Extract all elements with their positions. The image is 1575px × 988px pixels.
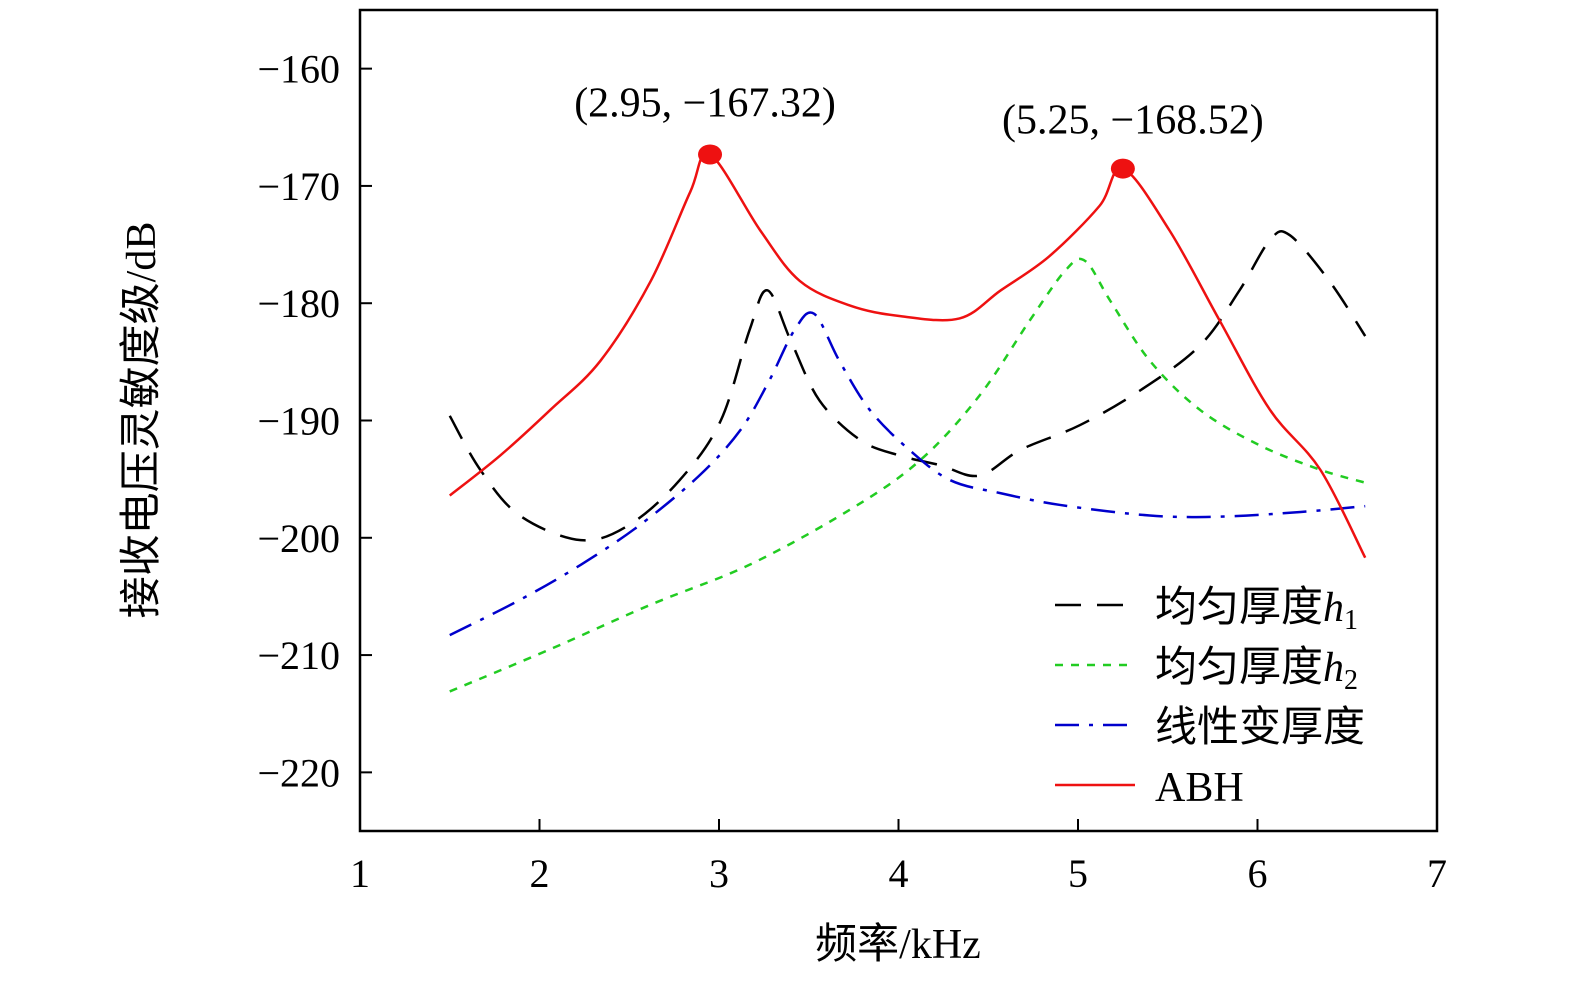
x-tick-label: 7 (1427, 851, 1447, 896)
peak-marker (698, 144, 723, 165)
x-tick-label: 6 (1248, 851, 1268, 896)
y-tick-label: −200 (257, 516, 340, 561)
series-line (448, 230, 1367, 542)
y-tick-label: −190 (257, 399, 340, 444)
series-line (449, 311, 1366, 637)
y-tick-label: −170 (257, 164, 340, 209)
peak-annotation: (5.25, −168.52) (1002, 98, 1264, 144)
y-tick-label: −180 (257, 281, 340, 326)
legend-label: 均匀厚度h2 (1155, 645, 1358, 696)
legend-label: 线性变厚度 (1155, 704, 1365, 751)
y-tick-label: −220 (257, 750, 340, 795)
x-tick-label: 5 (1068, 851, 1088, 896)
legend-label: ABH (1155, 765, 1244, 811)
peak-markers (698, 144, 1135, 179)
y-tick-label: −210 (257, 633, 340, 678)
curves (448, 152, 1367, 693)
y-tick-label: −160 (257, 47, 340, 92)
legend-label: 均匀厚度h1 (1155, 585, 1358, 636)
peak-marker (1110, 158, 1135, 179)
series-line (449, 257, 1366, 693)
series-line (448, 152, 1367, 559)
x-tick-label: 2 (530, 851, 550, 896)
x-axis-label: 频率/kHz (815, 921, 981, 968)
y-axis-label: 接收电压灵敏度级/dB (119, 222, 165, 619)
x-tick-label: 1 (350, 851, 370, 896)
x-tick-label: 3 (709, 851, 729, 896)
legend: 均匀厚度h1 均匀厚度h2 线性变厚度 ABH (1055, 585, 1365, 811)
annotations: (2.95, −167.32) (5.25, −168.52) (574, 80, 1264, 143)
x-tick-label: 4 (889, 851, 909, 896)
peak-annotation: (2.95, −167.32) (574, 80, 836, 126)
ticks: 1 2 3 4 5 6 7 −160 −170 −180 −190 −200 −210 −220 (257, 47, 1447, 896)
